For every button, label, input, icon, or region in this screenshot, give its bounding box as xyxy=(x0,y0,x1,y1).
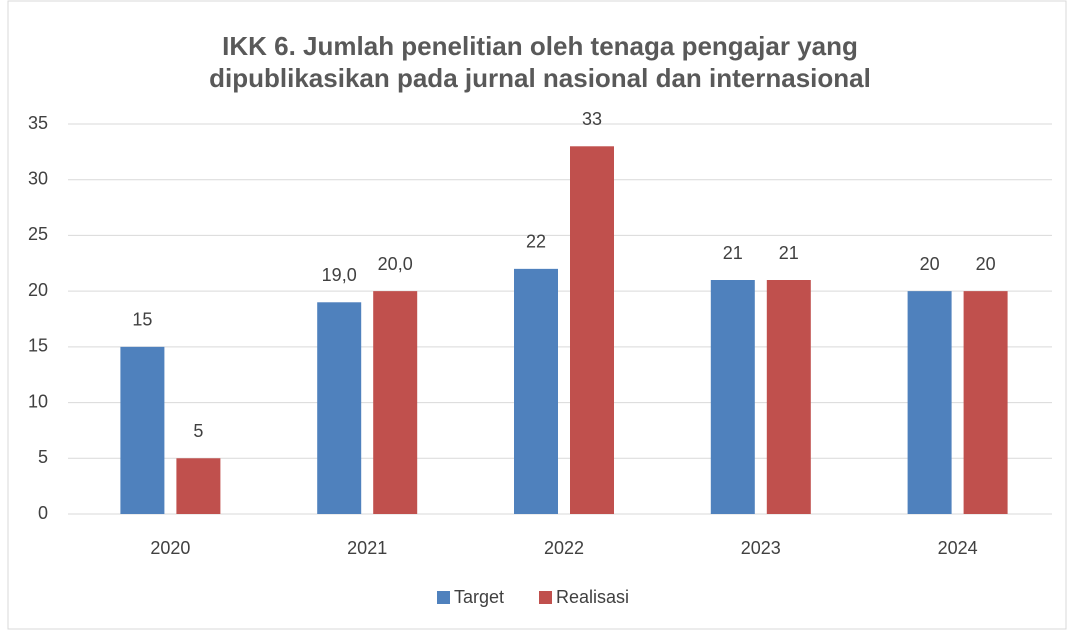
y-tick-label: 30 xyxy=(28,168,48,188)
chart-title: IKK 6. Jumlah penelitian oleh tenaga pen… xyxy=(222,31,858,61)
legend-label: Target xyxy=(454,587,504,607)
legend-label: Realisasi xyxy=(556,587,629,607)
data-label: 22 xyxy=(526,232,546,252)
data-label: 20 xyxy=(920,254,940,274)
bar xyxy=(907,291,952,514)
data-label: 20,0 xyxy=(378,254,413,274)
x-tick-label: 2023 xyxy=(741,538,781,558)
y-tick-label: 20 xyxy=(28,280,48,300)
data-label: 15 xyxy=(132,310,152,330)
bar xyxy=(766,280,811,514)
data-label: 21 xyxy=(779,243,799,263)
x-tick-label: 2022 xyxy=(544,538,584,558)
y-tick-label: 15 xyxy=(28,336,48,356)
bar xyxy=(176,458,221,514)
bar xyxy=(317,302,362,514)
bar xyxy=(373,291,418,514)
chart-title: dipublikasikan pada jurnal nasional dan … xyxy=(209,63,871,93)
bar xyxy=(710,280,755,514)
bar xyxy=(570,146,614,515)
y-tick-label: 10 xyxy=(28,391,48,411)
data-label: 33 xyxy=(582,109,602,129)
data-label: 19,0 xyxy=(322,265,357,285)
x-tick-label: 2024 xyxy=(938,538,978,558)
y-tick-label: 25 xyxy=(28,224,48,244)
data-label: 5 xyxy=(193,421,203,441)
x-tick-label: 2020 xyxy=(150,538,190,558)
bar xyxy=(963,291,1008,514)
y-tick-label: 0 xyxy=(38,503,48,523)
y-tick-label: 5 xyxy=(38,447,48,467)
legend-swatch xyxy=(539,591,552,604)
y-tick-label: 35 xyxy=(28,113,48,133)
x-tick-label: 2021 xyxy=(347,538,387,558)
bar xyxy=(120,346,165,514)
data-label: 20 xyxy=(976,254,996,274)
legend-swatch xyxy=(437,591,450,604)
bar xyxy=(514,268,558,514)
data-label: 21 xyxy=(723,243,743,263)
